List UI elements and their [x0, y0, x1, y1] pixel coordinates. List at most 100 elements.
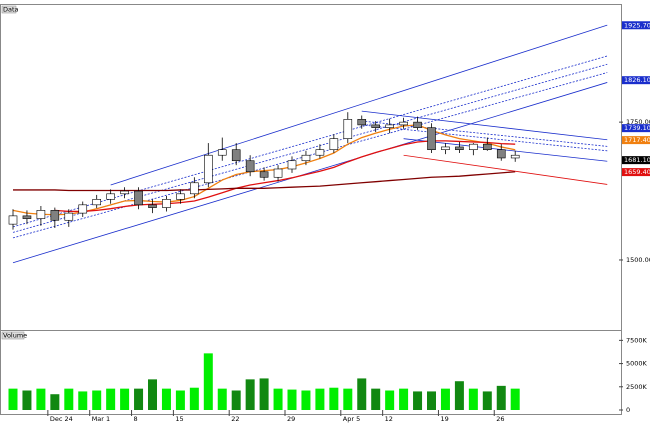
candle-body — [64, 212, 74, 221]
trend-line — [361, 120, 608, 147]
candle-body — [176, 193, 185, 200]
candle-body — [190, 182, 199, 195]
candle-body — [78, 204, 88, 214]
x-tick-label: 19 — [440, 415, 448, 423]
volume-bar — [357, 378, 367, 410]
price-tag — [622, 76, 650, 85]
volume-bar — [231, 390, 241, 410]
x-tick-label: 29 — [287, 415, 295, 423]
candle-body — [259, 171, 269, 178]
candle-body — [399, 121, 408, 126]
volume-bar — [315, 388, 325, 410]
candle-body — [455, 146, 464, 151]
candle-body — [36, 210, 46, 219]
price-tag-label: 1739.10 — [624, 124, 650, 132]
price-tag — [622, 21, 650, 30]
price-tag — [622, 136, 650, 145]
price-tag — [622, 156, 650, 165]
candle-body — [413, 121, 422, 128]
volume-bar — [203, 353, 213, 410]
trend-line — [361, 110, 608, 141]
price-tag — [622, 168, 650, 177]
volume-bar — [468, 388, 478, 410]
price-tag-label: 1826.10 — [624, 76, 650, 84]
candle-body — [245, 160, 255, 173]
volume-bar — [92, 390, 102, 410]
candle-body — [134, 190, 143, 206]
candle-body — [427, 127, 436, 151]
trend-line — [403, 154, 608, 185]
price-tag — [622, 124, 650, 133]
trend-line — [361, 124, 608, 152]
y-tick-label: 1500.00 — [626, 256, 650, 264]
candle-body — [148, 204, 157, 208]
candle-body — [162, 199, 171, 208]
candle-body — [315, 149, 325, 156]
price-tag-label: 1681.10 — [624, 156, 650, 164]
candle-body — [510, 154, 520, 159]
candle-body — [496, 149, 506, 159]
price-title: Data — [3, 6, 19, 14]
volume-bar — [399, 388, 409, 410]
x-tick-label: 22 — [231, 415, 239, 423]
candle-body — [385, 124, 394, 128]
volume-bar — [454, 381, 464, 410]
volume-bar — [217, 388, 227, 410]
volume-bar — [175, 390, 185, 410]
volume-bar — [413, 391, 423, 410]
volume-bar — [482, 391, 492, 410]
price-tag-label: 1717.40 — [624, 136, 650, 144]
y-tick-label: 0 — [626, 406, 630, 414]
volume-bar — [148, 379, 157, 410]
y-tick-label: 1750.00 — [626, 118, 650, 126]
volume-bar — [510, 388, 520, 410]
volume-bar — [329, 387, 339, 410]
volume-bar — [189, 387, 199, 410]
price-tag-label: 1925.70 — [624, 21, 650, 29]
volume-bar — [50, 394, 60, 410]
volume-bar — [106, 388, 116, 410]
x-tick-label: 15 — [175, 415, 183, 423]
x-tick-label: Dec 24 — [50, 415, 73, 423]
candle-body — [469, 143, 478, 151]
candle-body — [8, 215, 18, 225]
volume-title: Volume — [3, 332, 27, 340]
y-tick-label: 5000K — [626, 360, 648, 368]
volume-bar — [273, 388, 283, 410]
volume-bar — [64, 388, 74, 410]
moving-average — [54, 140, 516, 213]
volume-bar — [371, 388, 381, 410]
volume-bar — [78, 391, 88, 410]
x-tick-label: 12 — [385, 415, 393, 423]
volume-bar — [22, 390, 32, 410]
volume-bar — [120, 388, 130, 410]
candle-body — [371, 124, 381, 128]
volume-bar — [161, 388, 171, 410]
panel-title-box — [1, 331, 25, 340]
candle-body — [106, 193, 115, 200]
volume-bar — [287, 389, 297, 410]
candle-body — [273, 168, 283, 178]
candle-body — [92, 199, 101, 206]
volume-bar — [134, 388, 144, 410]
volume-bar — [496, 385, 506, 410]
candle-body — [301, 154, 311, 162]
candle-body — [120, 190, 129, 195]
moving-average — [13, 171, 516, 192]
y-tick-label: 2500K — [626, 383, 648, 391]
candle-body — [329, 138, 339, 151]
candle-body — [22, 215, 32, 219]
candle-body — [50, 210, 60, 221]
volume-bar — [427, 391, 436, 410]
panel-title-box — [1, 5, 17, 14]
candle-body — [441, 146, 450, 151]
candle-body — [204, 154, 213, 184]
volume-bar — [245, 379, 255, 410]
candle-body — [343, 119, 353, 139]
price-panel — [0, 4, 622, 331]
volume-bar — [259, 378, 269, 410]
candle-body — [482, 143, 492, 151]
price-tag-label: 1659.40 — [624, 168, 650, 176]
trend-line — [110, 24, 608, 186]
